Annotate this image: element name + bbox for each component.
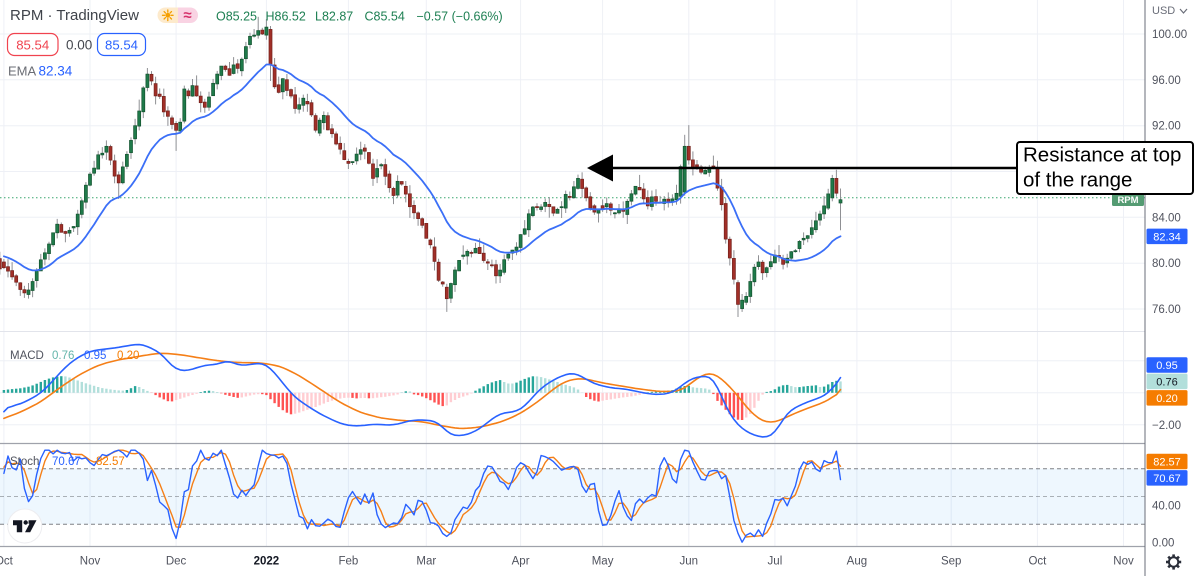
svg-text:Nov: Nov	[1113, 556, 1134, 568]
svg-text:Sep: Sep	[941, 556, 961, 568]
svg-text:Oct: Oct	[1028, 556, 1047, 568]
svg-text:85.54: 85.54	[16, 37, 49, 52]
svg-text:82.57: 82.57	[96, 456, 125, 468]
svg-text:92.00: 92.00	[1152, 121, 1181, 133]
svg-text:0.20: 0.20	[1156, 393, 1177, 405]
svg-text:≈: ≈	[183, 7, 191, 24]
svg-text:82.57: 82.57	[1153, 457, 1181, 469]
svg-text:Jul: Jul	[768, 556, 783, 568]
svg-text:40.00: 40.00	[1152, 501, 1181, 513]
svg-text:82.34: 82.34	[39, 64, 73, 79]
svg-text:MACD: MACD	[10, 350, 44, 362]
svg-text:80.00: 80.00	[1152, 258, 1181, 270]
svg-text:Oct: Oct	[0, 556, 14, 568]
svg-text:0.95: 0.95	[84, 350, 106, 362]
svg-text:Jun: Jun	[680, 556, 699, 568]
svg-text:Stoch: Stoch	[10, 456, 39, 468]
svg-text:70.67: 70.67	[52, 456, 81, 468]
svg-text:Dec: Dec	[166, 556, 187, 568]
svg-text:0.00: 0.00	[1152, 538, 1174, 550]
svg-text:0.95: 0.95	[1156, 360, 1177, 372]
svg-text:2022: 2022	[254, 556, 280, 568]
svg-text:76.00: 76.00	[1152, 304, 1181, 316]
svg-text:0.20: 0.20	[117, 350, 139, 362]
svg-text:85.54: 85.54	[105, 37, 138, 52]
svg-text:0.00: 0.00	[66, 37, 92, 52]
svg-text:84.00: 84.00	[1152, 212, 1181, 224]
svg-text:May: May	[592, 556, 614, 568]
svg-text:Aug: Aug	[847, 556, 867, 568]
svg-text:82.34: 82.34	[1153, 231, 1181, 243]
svg-text:0.76: 0.76	[52, 350, 74, 362]
svg-text:Apr: Apr	[512, 556, 530, 568]
svg-text:Nov: Nov	[80, 556, 101, 568]
svg-text:70.67: 70.67	[1153, 473, 1181, 485]
svg-text:Feb: Feb	[338, 556, 358, 568]
svg-text:−2.00: −2.00	[1152, 420, 1181, 432]
svg-text:Mar: Mar	[416, 556, 436, 568]
svg-text:RPM: RPM	[1117, 195, 1138, 206]
svg-text:of the range: of the range	[1023, 169, 1132, 192]
svg-text:0.76: 0.76	[1156, 376, 1177, 388]
svg-text:Resistance at top: Resistance at top	[1023, 144, 1181, 167]
svg-text:RPM · TradingView: RPM · TradingView	[10, 7, 139, 24]
svg-text:100.00: 100.00	[1152, 29, 1187, 41]
svg-text:EMA: EMA	[8, 64, 37, 79]
svg-text:USD: USD	[1152, 5, 1175, 17]
svg-text:96.00: 96.00	[1152, 75, 1181, 87]
